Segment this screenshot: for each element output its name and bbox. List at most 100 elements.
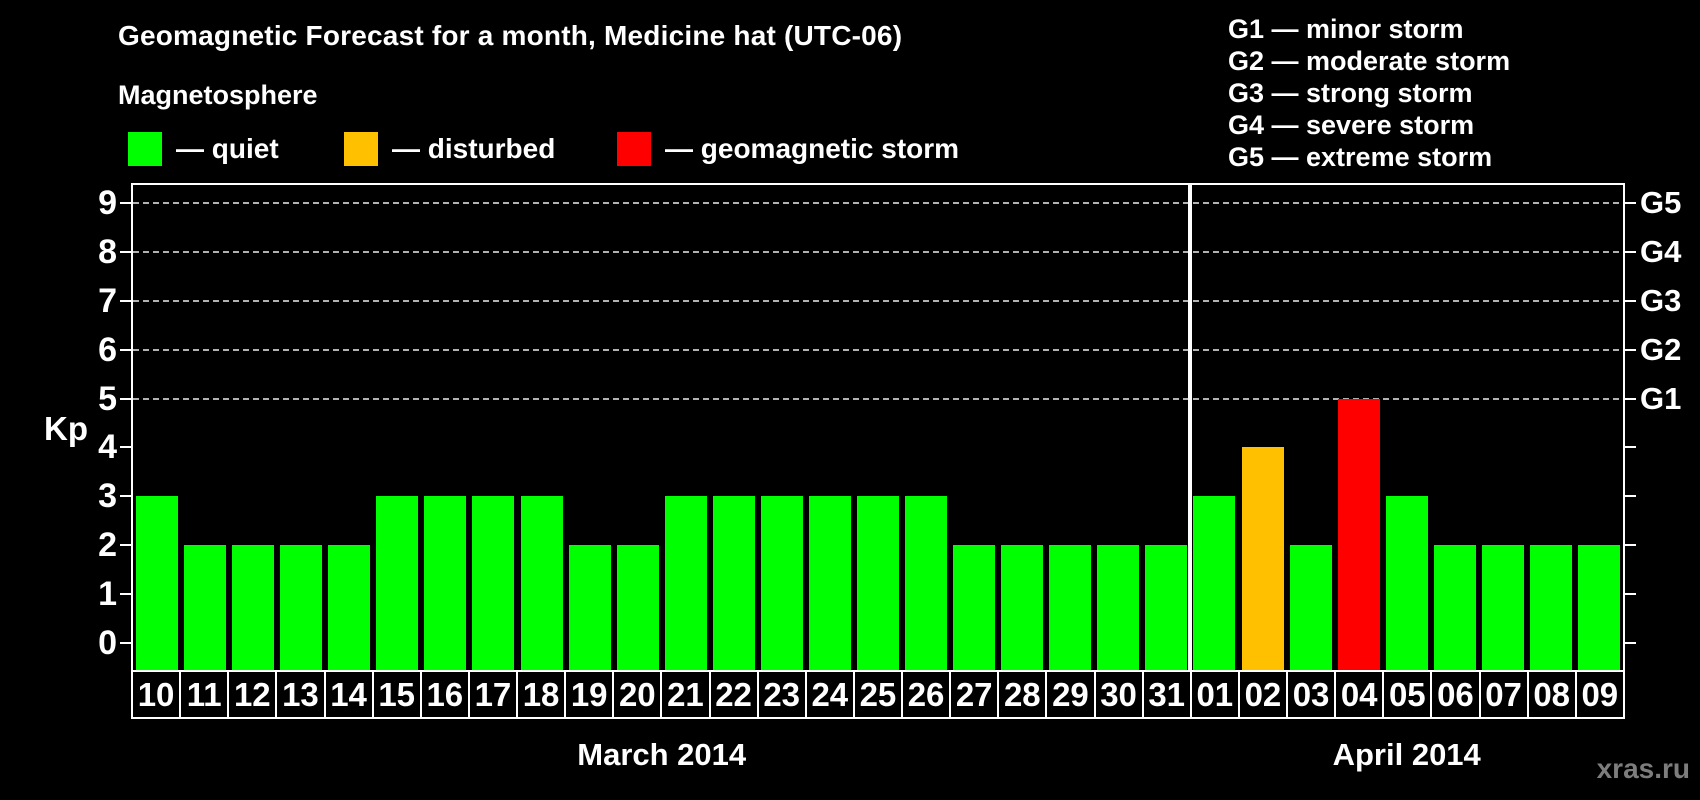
kp-tick-label: 1 [98,575,117,614]
gridline-kp5 [133,397,1623,400]
kp-bar [760,496,803,670]
kp-tick [120,593,131,596]
kp-tick-label: 9 [98,183,117,222]
legend-item-quiet: — quiet [128,132,279,166]
kp-tick [120,495,131,498]
kp-tick-label: 2 [98,526,117,565]
chart-title: Geomagnetic Forecast for a month, Medici… [118,20,903,51]
kp-bar [905,496,948,670]
day-label: 07 [1478,672,1527,717]
legend-item-storm: — geomagnetic storm [617,132,959,166]
day-label: 24 [804,672,853,717]
kp-bar [1145,545,1188,670]
kp-bar [1577,545,1620,670]
kp-bar [1385,496,1428,670]
month-label: March 2014 [577,737,747,772]
day-label: 30 [1093,672,1142,717]
kp-bar [1433,545,1476,670]
day-label: 29 [1045,672,1093,717]
gridline-kp6 [133,348,1623,351]
day-label: 20 [612,672,660,717]
day-label: 15 [371,672,420,717]
kp-bar [232,545,275,670]
day-label: 08 [1526,672,1575,717]
kp-bar [1193,496,1236,670]
storm-scale-item: G2 — moderate storm [1228,46,1511,76]
legend-label-quiet: — quiet [176,133,279,164]
day-label: 19 [564,672,612,717]
kp-bar [857,496,899,670]
g-tick [1625,299,1636,302]
kp-tick [120,642,131,644]
kp-axis-label: Kp [44,410,88,447]
kp-tick-label: 6 [98,330,117,369]
day-label: 06 [1430,672,1478,717]
kp-bar [136,496,179,670]
gridline-kp7 [133,299,1623,302]
kp-tick-label: 7 [98,281,117,320]
storm-color-swatch [617,132,651,166]
g-axis-label: G2 [1640,331,1682,367]
kp-bar [1049,545,1092,670]
kp-tick [120,397,131,400]
kp-tick-label: 4 [98,428,117,467]
day-label: 31 [1141,672,1190,717]
kp-bar [520,496,563,670]
kp-tick [120,250,131,253]
day-label: 21 [660,672,708,717]
day-label: 26 [901,672,949,717]
kp-tick-label: 8 [98,232,117,271]
storm-scale-legend: G1 — minor storm G2 — moderate storm G3 — … [1228,13,1510,173]
day-label: 02 [1237,672,1286,717]
gridline-kp8 [133,250,1623,253]
legend-label-disturbed: — disturbed [392,133,556,164]
kp-bar [376,496,419,670]
g-tick [1625,495,1636,498]
day-label: 11 [179,672,227,717]
g-tick [1625,544,1636,547]
g-axis-label: G3 [1640,282,1682,318]
quiet-color-swatch [128,132,162,166]
kp-bar [424,496,467,670]
g-tick [1625,593,1636,596]
month-label: April 2014 [1332,737,1481,772]
g-axis-label: G5 [1640,184,1682,220]
kp-tick-label: 0 [98,624,117,662]
legend-label-storm: — geomagnetic storm [665,133,960,164]
day-label: 03 [1286,672,1334,717]
storm-scale-item: G1 — minor storm [1228,14,1464,44]
day-label: 09 [1574,672,1623,717]
kp-bar [1289,545,1332,670]
day-label: 27 [949,672,997,717]
kp-bar [953,545,996,670]
kp-bar [472,496,515,670]
kp-bar [1481,545,1524,670]
kp-tick [120,201,131,204]
storm-scale-item: G4 — severe storm [1228,110,1475,140]
month-divider [1188,185,1193,670]
kp-bar [712,496,755,670]
day-label: 16 [419,672,468,717]
g-tick [1625,348,1636,351]
day-label: 05 [1382,672,1430,717]
g-tick [1625,446,1636,449]
kp-tick [120,446,131,449]
day-axis: 10 11 12 13 14 15 16 17 18 19 20 21 22 23 24 25 26 27 28 29… [131,670,1625,719]
kp-bar [1337,398,1380,670]
plot-area [131,183,1625,670]
kp-bar [1097,545,1140,670]
watermark: xras.ru [1596,753,1690,784]
kp-bar [568,545,611,670]
gridline-kp9 [133,201,1623,204]
g-axis-label: G1 [1640,380,1682,416]
day-label: 10 [137,676,175,713]
day-label: 01 [1189,672,1238,717]
day-label: 22 [708,672,757,717]
day-label: 28 [997,672,1045,717]
storm-scale-item: G5 — extreme storm [1228,142,1493,172]
day-label: 25 [852,672,901,717]
day-label: 14 [323,672,372,717]
disturbed-color-swatch [344,132,378,166]
day-label: 13 [275,672,323,717]
